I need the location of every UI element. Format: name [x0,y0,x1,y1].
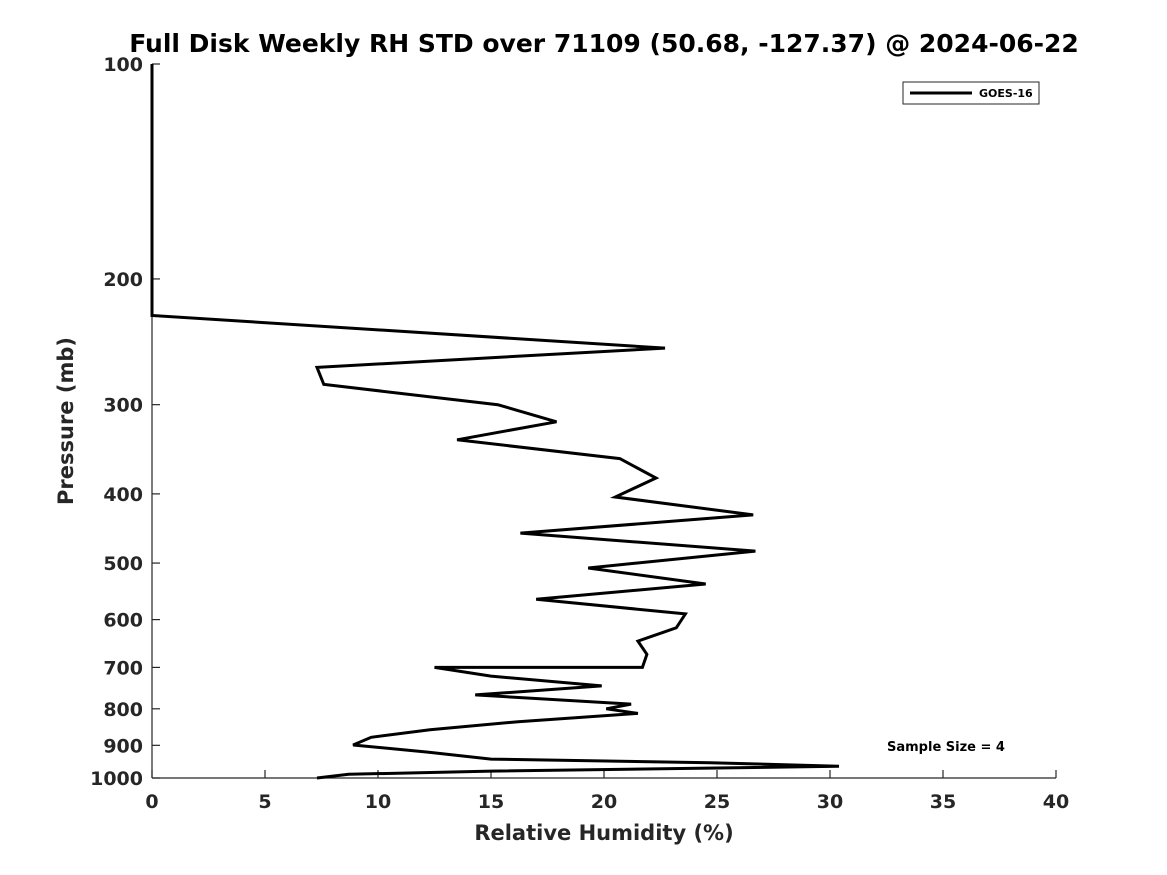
sample-size-annotation: Sample Size = 4 [887,740,1005,755]
y-tick-label: 100 [103,54,143,76]
x-tick-label: 5 [258,791,271,813]
y-tick-label: 600 [103,610,143,632]
y-tick-label: 700 [103,657,143,679]
y-tick-label: 200 [103,269,143,291]
x-tick-label: 30 [817,791,843,813]
x-tick-label: 0 [145,791,158,813]
legend: GOES-16 [902,81,1040,105]
x-tick-label: 35 [930,791,956,813]
legend-label-goes-16: GOES-16 [979,87,1033,100]
x-tick-label: 40 [1043,791,1069,813]
y-tick-label: 800 [103,699,143,721]
y-ticks: 100 200 300 400 500 600 700 800 900 1000 [90,54,160,790]
x-ticks: 0 5 10 15 20 25 30 35 40 [145,770,1069,813]
y-tick-label: 300 [103,395,143,417]
chart-title: Full Disk Weekly RH STD over 71109 (50.6… [129,29,1079,58]
y-tick-label: 400 [103,484,143,506]
x-tick-label: 10 [365,791,391,813]
y-tick-label: 500 [103,553,143,575]
series-layer [150,64,840,780]
x-axis-label: Relative Humidity (%) [474,821,733,845]
y-axis-label: Pressure (mb) [54,337,78,505]
x-tick-label: 25 [704,791,730,813]
x-tick-label: 15 [478,791,504,813]
series-line-goes-16 [150,64,840,780]
x-tick-label: 20 [591,791,617,813]
y-tick-label: 900 [103,735,143,757]
y-tick-label: 1000 [90,768,143,790]
